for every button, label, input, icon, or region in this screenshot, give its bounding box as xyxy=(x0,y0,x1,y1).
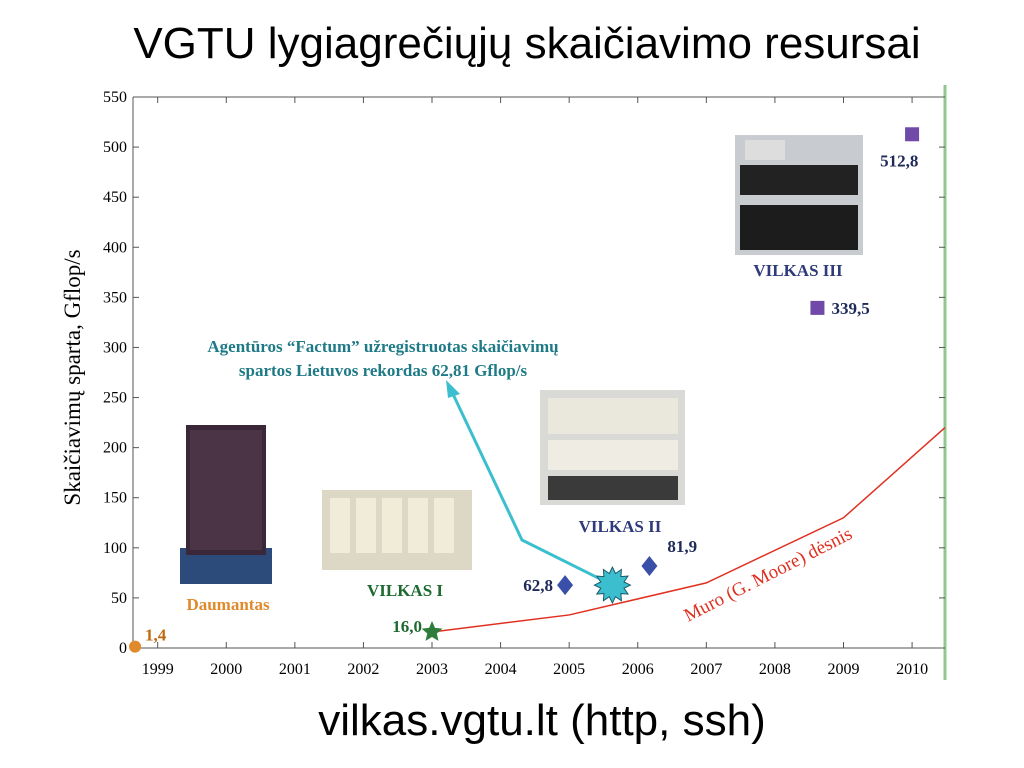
x-tick-label: 2006 xyxy=(622,661,654,678)
value-label: 81,9 xyxy=(667,537,697,556)
series-name: Daumantas xyxy=(186,595,270,614)
y-tick-label: 100 xyxy=(103,540,127,557)
x-tick-label: 1999 xyxy=(142,661,174,678)
photo-vilkas-3 xyxy=(735,135,863,255)
photo-vilkas-1 xyxy=(322,490,472,570)
x-tick-label: 2007 xyxy=(690,661,722,678)
x-tick-label: 2004 xyxy=(485,661,517,678)
annotation-text: Agentūros “Factum” užregistruotas skaiči… xyxy=(207,337,558,356)
x-tick-label: 2008 xyxy=(759,661,791,678)
x-tick-label: 2000 xyxy=(210,661,242,678)
series-name: VILKAS I xyxy=(367,581,443,600)
y-axis-label: Skaičiavimų sparta, Gflop/s xyxy=(60,249,85,505)
value-label: 512,8 xyxy=(880,151,918,170)
x-tick-label: 2003 xyxy=(416,661,448,678)
y-tick-label: 450 xyxy=(103,189,127,206)
trend-label: Muro (G. Moore) dėsnis xyxy=(681,523,856,626)
value-label: 16,0 xyxy=(392,617,422,636)
y-tick-label: 50 xyxy=(111,590,127,607)
value-label: 1,4 xyxy=(145,626,167,645)
x-tick-label: 2001 xyxy=(279,661,311,678)
trend-line xyxy=(431,427,946,633)
data-point xyxy=(641,555,658,576)
data-point xyxy=(593,565,632,605)
photo-vilkas-2 xyxy=(540,390,685,505)
y-tick-label: 350 xyxy=(103,289,127,306)
y-tick-label: 300 xyxy=(103,339,127,356)
y-tick-label: 150 xyxy=(103,490,127,507)
y-tick-label: 0 xyxy=(119,640,127,657)
value-label: 339,5 xyxy=(831,299,869,318)
y-tick-label: 250 xyxy=(103,390,127,407)
annotation-text: spartos Lietuvos rekordas 62,81 Gflop/s xyxy=(239,361,528,380)
data-point xyxy=(129,640,142,653)
x-tick-label: 2005 xyxy=(553,661,585,678)
photo-daumantas xyxy=(180,425,272,584)
x-tick-label: 2002 xyxy=(347,661,379,678)
y-tick-label: 200 xyxy=(103,440,127,457)
slide-footer: vilkas.vgtu.lt (http, ssh) xyxy=(318,696,765,745)
series-name: VILKAS III xyxy=(753,261,843,280)
y-tick-label: 550 xyxy=(103,89,127,106)
data-point xyxy=(905,127,920,142)
y-tick-label: 400 xyxy=(103,239,127,256)
annotation-arrowhead xyxy=(446,380,460,398)
y-tick-label: 500 xyxy=(103,139,127,156)
series-name: VILKAS II xyxy=(579,517,662,536)
annotation-arrow xyxy=(450,391,614,587)
x-tick-label: 2009 xyxy=(828,661,860,678)
data-point xyxy=(810,300,825,315)
x-tick-label: 2010 xyxy=(896,661,928,678)
data-point xyxy=(557,575,574,596)
value-label: 62,8 xyxy=(523,576,553,595)
data-point xyxy=(421,621,443,641)
slide-title: VGTU lygiagrečiųjų skaičiavimo resursai xyxy=(133,19,920,68)
